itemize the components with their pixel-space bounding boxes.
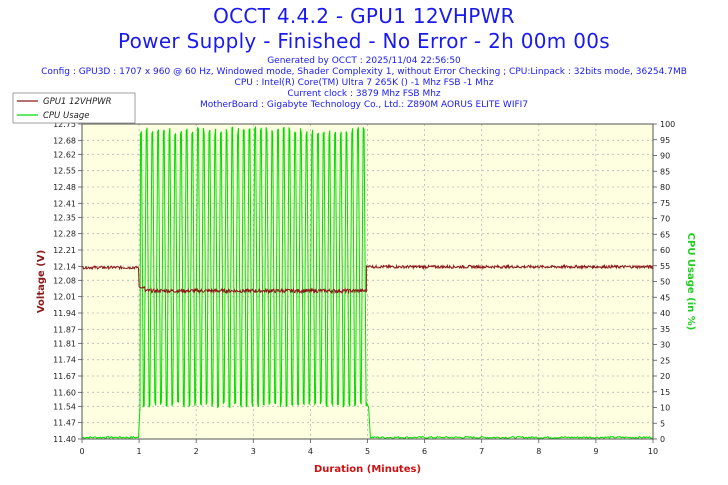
series-lines — [81, 125, 654, 440]
axis-ticks: 0 1 2 3 4 5 6 7 8 9 1011.4011.4711.5411.6011.6711.… — [53, 120, 675, 456]
y-tick-label: 12.75 — [53, 120, 76, 129]
y-tick-label: 11.87 — [53, 325, 76, 334]
plot-frame — [81, 123, 654, 440]
y-tick-label: 12.41 — [53, 199, 76, 208]
y-tick-label: 11.47 — [53, 419, 76, 428]
x-tick-label: 9 — [593, 447, 598, 456]
y2-tick-label: 95 — [660, 136, 670, 145]
x-tick-label: 2 — [194, 447, 199, 456]
x-tick-label: 8 — [536, 447, 541, 456]
info-generated: Generated by OCCT : 2025/11/04 22:56:50 — [267, 56, 461, 66]
info-motherboard: MotherBoard : Gigabyte Technology Co., L… — [199, 100, 529, 110]
y-tick-label: 11.94 — [53, 309, 76, 318]
x-tick-label: 5 — [365, 447, 370, 456]
y-tick-label: 12.01 — [53, 293, 76, 302]
y-tick-label: 11.67 — [53, 372, 76, 381]
y-tick-label: 12.35 — [53, 213, 76, 222]
y-tick-label: 12.08 — [53, 276, 76, 285]
legend-voltage-label: GPU1 12VHPWR — [43, 97, 112, 107]
y-tick-label: 12.48 — [53, 183, 76, 192]
y2-tick-label: 15 — [660, 388, 670, 397]
y2-tick-label: 75 — [660, 199, 670, 208]
series-cpu-usage-line — [81, 125, 654, 440]
y-tick-label: 12.21 — [53, 246, 76, 255]
y-tick-label: 11.60 — [53, 388, 76, 397]
y2-tick-label: 30 — [660, 341, 670, 350]
x-tick-label: 7 — [479, 447, 484, 456]
y2-axis-label: CPU Usage (in %) — [685, 233, 696, 331]
chart-title: OCCT 4.4.2 - GPU1 12VHPWR — [213, 4, 515, 28]
chart-subtitle: Power Supply - Finished - No Error - 2h … — [117, 29, 611, 53]
x-tick-label: 6 — [422, 447, 427, 456]
y-axis-label: Voltage (V) — [36, 250, 47, 313]
y2-tick-label: 70 — [660, 215, 670, 224]
x-tick-label: 0 — [79, 447, 84, 456]
x-tick-label: 10 — [648, 447, 658, 456]
info-clock: Current clock : 3879 Mhz FSB Mhz — [287, 89, 441, 99]
series-voltage-line — [81, 263, 654, 295]
legend-cpu-label: CPU Usage — [43, 111, 89, 121]
y-tick-label: 11.54 — [53, 402, 76, 411]
x-tick-label: 4 — [308, 447, 313, 456]
y2-tick-label: 25 — [660, 356, 670, 365]
y-tick-label: 11.40 — [53, 435, 76, 444]
info-config: Config : GPU3D : 1707 x 960 @ 60 Hz, Win… — [41, 67, 687, 77]
y2-tick-label: 5 — [660, 419, 665, 428]
legend-box — [12, 92, 136, 124]
y-tick-label: 11.74 — [53, 356, 76, 365]
y2-tick-label: 20 — [660, 372, 670, 381]
y2-tick-label: 85 — [660, 167, 670, 176]
y-tick-label: 12.28 — [53, 230, 76, 239]
info-cpu: CPU : Intel(R) Core(TM) Ultra 7 265K () … — [234, 78, 494, 88]
y2-tick-label: 100 — [660, 120, 675, 129]
y-tick-label: 12.62 — [53, 150, 76, 159]
y2-tick-label: 90 — [660, 152, 670, 161]
y-tick-label: 12.14 — [53, 262, 76, 271]
y2-tick-label: 0 — [660, 435, 665, 444]
y2-tick-label: 40 — [660, 309, 670, 318]
y-tick-label: 11.81 — [53, 339, 76, 348]
y2-tick-label: 35 — [660, 325, 670, 334]
y2-tick-label: 80 — [660, 183, 670, 192]
y-tick-label: 12.55 — [53, 167, 76, 176]
x-tick-label: 1 — [137, 447, 142, 456]
legend: GPU1 12VHPWR CPU Usage — [12, 92, 136, 124]
x-axis-label: Duration (Minutes) — [314, 464, 421, 475]
y2-tick-label: 10 — [660, 404, 670, 413]
y2-tick-label: 55 — [660, 262, 670, 271]
x-tick-label: 3 — [251, 447, 256, 456]
y-tick-label: 12.68 — [53, 136, 76, 145]
y2-tick-label: 45 — [660, 293, 670, 302]
y2-tick-label: 50 — [660, 278, 670, 287]
y2-tick-label: 65 — [660, 230, 670, 239]
y2-tick-label: 60 — [660, 246, 670, 255]
